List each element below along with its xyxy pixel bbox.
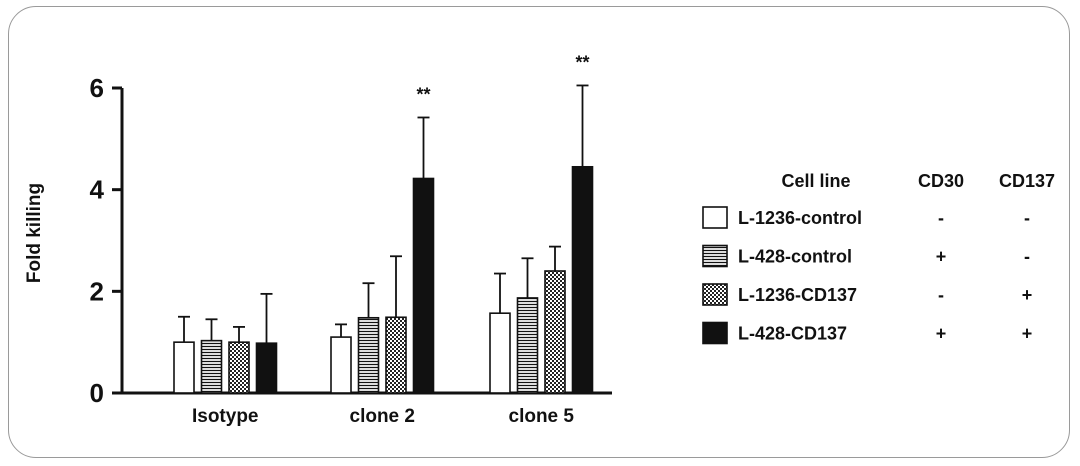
legend-cd30-value: -: [938, 285, 944, 305]
y-tick-label: 4: [90, 175, 105, 205]
bar: [173, 341, 195, 394]
legend-cell-line: L-1236-control: [738, 208, 862, 228]
legend-cell-line: L-428-control: [738, 247, 852, 267]
legend-header-cd137: CD137: [999, 171, 1055, 191]
y-axis-label: Fold killing: [24, 183, 45, 283]
bar: [200, 339, 223, 394]
legend-cd30-value: +: [936, 247, 947, 267]
legend-swatch: [702, 206, 728, 229]
bar: [412, 177, 435, 394]
y-tick-label: 0: [90, 378, 104, 408]
bar: [255, 342, 278, 394]
legend-swatch: [702, 283, 728, 306]
legend-cell-line: L-1236-CD137: [738, 285, 857, 305]
x-category-label: clone 5: [509, 406, 575, 427]
legend-cell-line: L-428-CD137: [738, 324, 847, 344]
y-tick-label: 6: [90, 73, 104, 103]
legend: Cell line CD30 CD137 L-1236-control - - L-4…: [702, 171, 1055, 345]
legend-header-cell-line: Cell line: [781, 171, 850, 191]
legend-cd137-value: -: [1024, 247, 1030, 267]
legend-cd137-value: +: [1022, 285, 1033, 305]
bar: [228, 341, 250, 394]
legend-swatch: [702, 244, 728, 268]
bar: [544, 270, 566, 394]
legend-cd30-value: +: [936, 324, 947, 344]
x-category-label: Isotype: [192, 406, 259, 427]
legend-cd137-value: +: [1022, 324, 1033, 344]
legend-cd137-value: -: [1024, 208, 1030, 228]
bar: [357, 316, 380, 394]
bar: [516, 297, 539, 394]
x-category-label: clone 2: [350, 406, 415, 427]
plot-area: 0 2 4 6 Isotype clone 2 clone 5 ** **: [90, 52, 612, 427]
significance-label: **: [575, 52, 589, 72]
legend-cd30-value: -: [938, 208, 944, 228]
bar: [385, 316, 407, 394]
y-tick-label: 2: [90, 276, 104, 306]
legend-header-cd30: CD30: [918, 171, 964, 191]
bar: [330, 336, 352, 394]
bar: [489, 312, 511, 394]
significance-label: **: [416, 84, 430, 104]
legend-swatch: [702, 321, 728, 345]
bar: [571, 165, 594, 394]
